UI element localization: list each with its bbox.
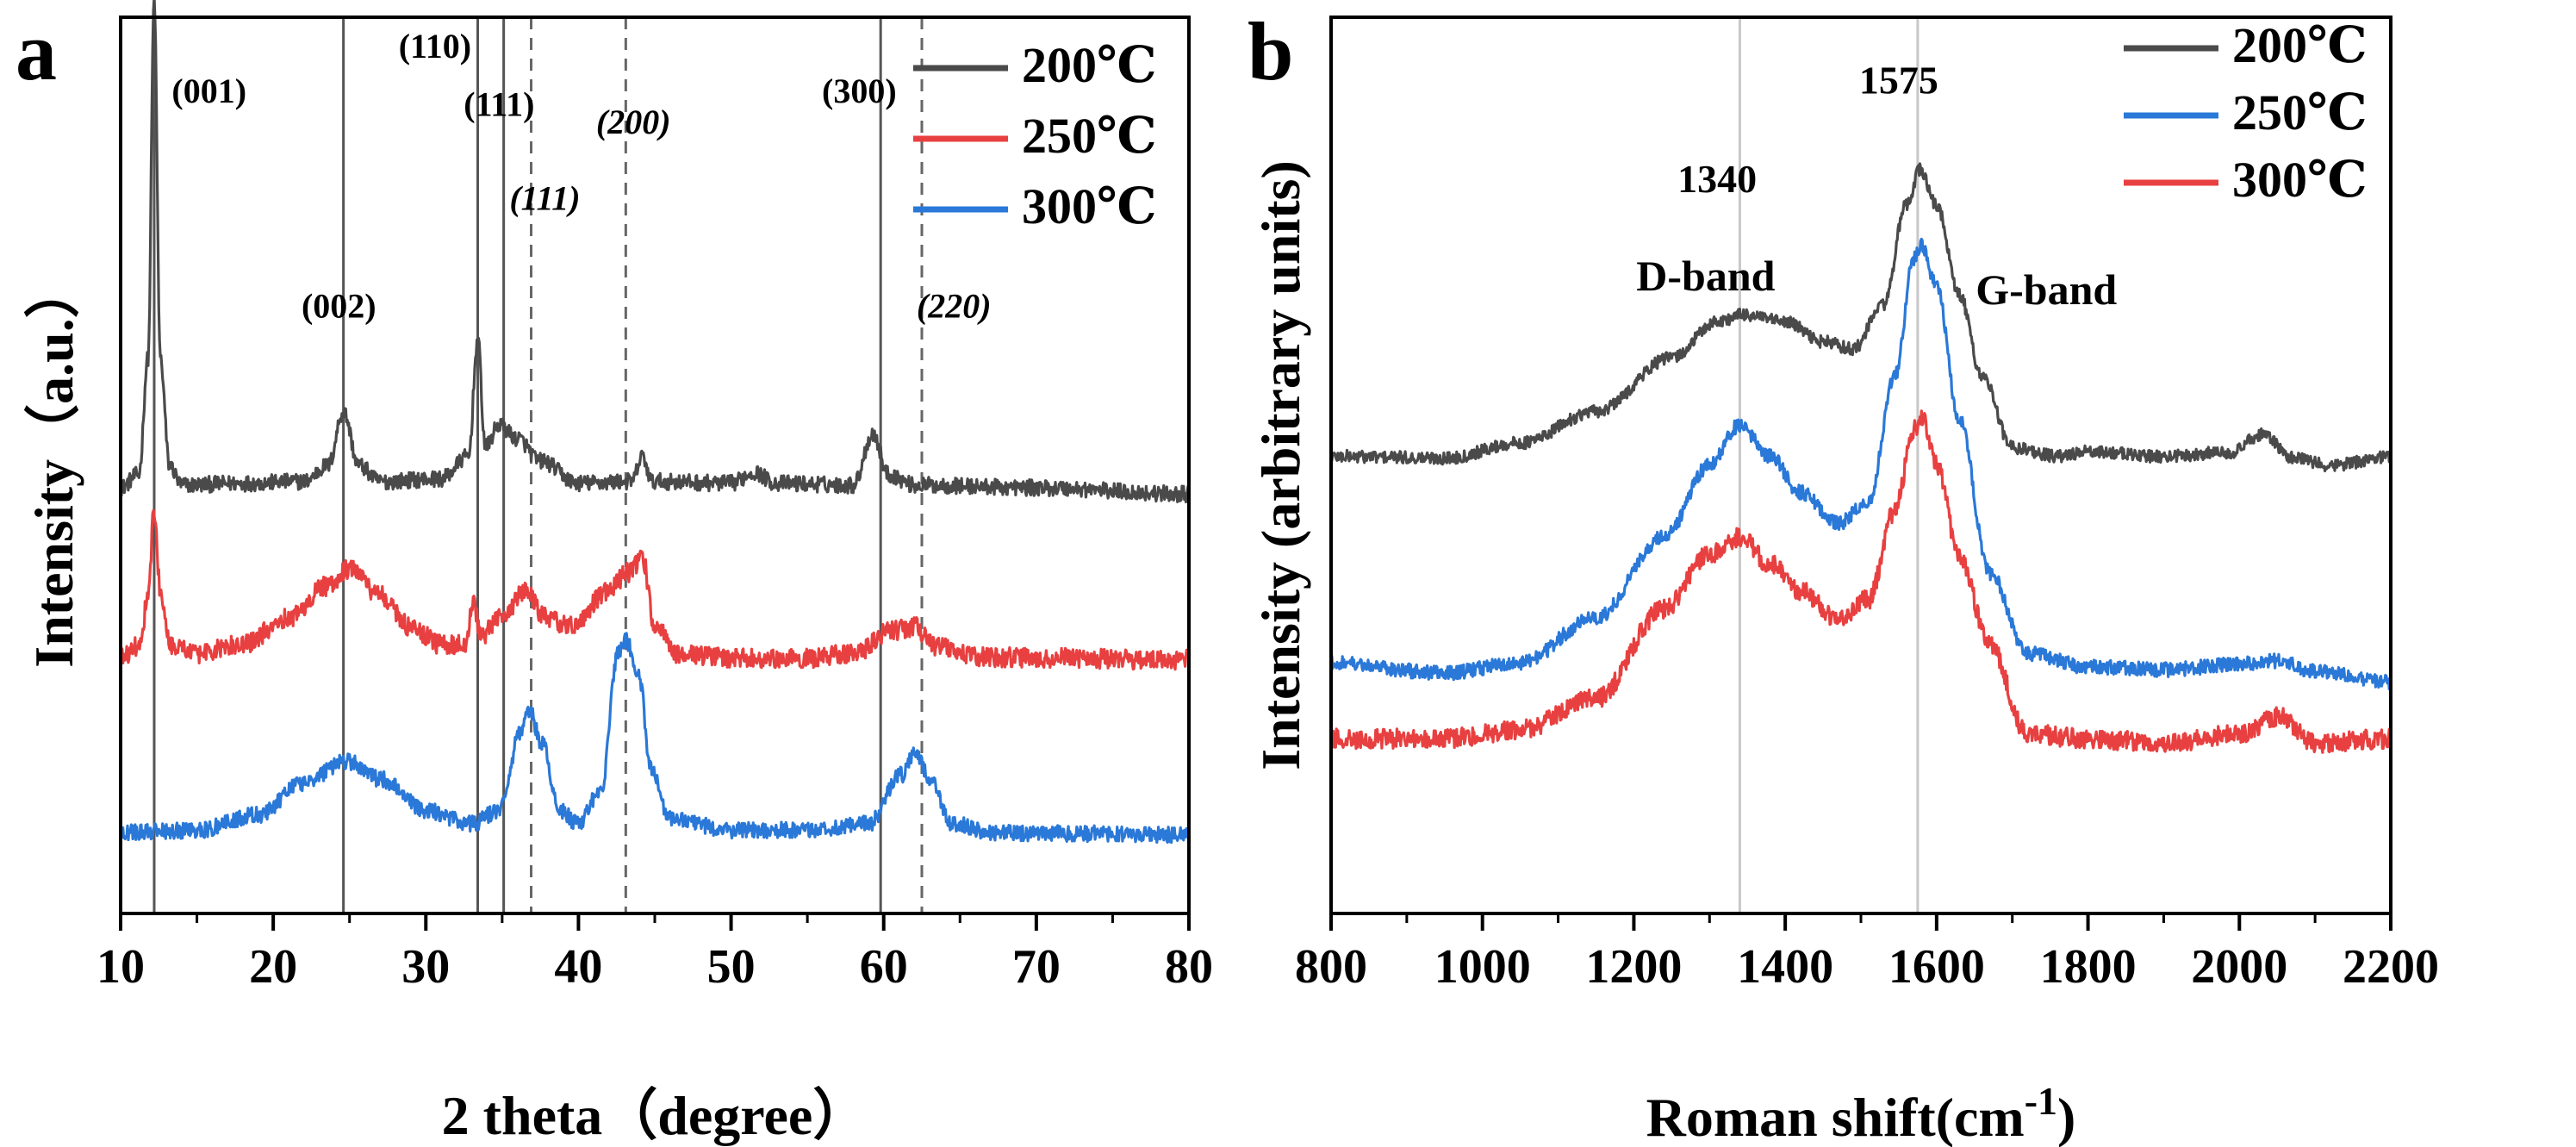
a-peak-label: (001) xyxy=(171,72,246,110)
b-legend: 200℃ 250℃ 300℃ xyxy=(2124,17,2368,208)
a-x-tick-label: 20 xyxy=(249,940,297,994)
a-x-tick-label: 50 xyxy=(707,940,756,994)
a-peak-label: (002) xyxy=(302,286,376,325)
a-x-tick-label: 10 xyxy=(96,940,145,994)
a-peak-label: (300) xyxy=(822,72,897,110)
b-band-label: G-band xyxy=(1976,265,2117,314)
a-peak-label: (111) xyxy=(464,84,534,123)
b-peak-position-label: 1575 xyxy=(1859,58,1938,102)
a-x-tick-label: 30 xyxy=(401,940,450,994)
a-legend-label-0: 200℃ xyxy=(1022,37,1157,93)
a-series-line-0 xyxy=(120,0,1191,504)
b-x-axis-title: Roman shift(cm-1) xyxy=(1646,1079,2076,1147)
b-x-tick-label: 1600 xyxy=(1888,940,1985,994)
b-band-label: D-band xyxy=(1636,252,1775,300)
b-x-tick-label: 1400 xyxy=(1737,940,1833,994)
b-x-tick-label: 2000 xyxy=(2191,940,2287,994)
b-x-axis-title-superscript: -1 xyxy=(2025,1079,2057,1123)
b-x-tick-label: 1800 xyxy=(2040,940,2137,994)
b-x-axis-title-suffix: ) xyxy=(2057,1087,2075,1147)
a-x-tick-label: 60 xyxy=(860,940,908,994)
a-legend-label-2: 300℃ xyxy=(1022,178,1157,234)
a-legend: 200℃ 250℃ 300℃ xyxy=(913,37,1157,234)
a-y-axis-title: Intensity（a.u.） xyxy=(23,263,84,667)
a-peak-label: (110) xyxy=(399,27,471,65)
a-series-line-1 xyxy=(119,508,1191,671)
b-x-tick-label: 800 xyxy=(1295,940,1367,994)
a-peak-annotations: (001) (002) (110) (111) (111) (200) (300) (220) xyxy=(171,27,991,326)
a-x-axis-title: 2 theta（degree） xyxy=(442,1085,868,1146)
b-series-line-1 xyxy=(1329,237,2392,691)
b-series-line-0 xyxy=(1329,162,2392,473)
b-band-annotations: 1340 1575 D-band G-band xyxy=(1636,58,2117,313)
b-peak-position-label: 1340 xyxy=(1677,157,1757,201)
raman-panel: b 800 1000 1200 1400 1600 1800 2000 2200 1340 15… xyxy=(1248,5,2439,1147)
a-legend-label-1: 250℃ xyxy=(1022,108,1157,164)
b-legend-label-1: 250℃ xyxy=(2232,84,2368,140)
panel-a-letter: a xyxy=(16,5,57,97)
b-x-tick-label: 2200 xyxy=(2343,940,2439,994)
b-x-ticks: 800 1000 1200 1400 1600 1800 2000 2200 xyxy=(1295,913,2439,994)
a-x-tick-label: 70 xyxy=(1012,940,1061,994)
a-peak-label: (111) xyxy=(509,179,580,218)
b-series-group xyxy=(1329,162,2392,754)
b-reference-lines xyxy=(1738,17,1920,913)
a-x-tick-label: 80 xyxy=(1165,940,1213,994)
b-series-line-2 xyxy=(1329,409,2392,754)
a-peak-label: (220) xyxy=(917,286,992,325)
a-series-line-2 xyxy=(119,632,1190,845)
b-legend-label-0: 200℃ xyxy=(2232,17,2368,73)
a-reference-lines xyxy=(152,17,924,913)
panel-b-letter: b xyxy=(1248,5,1293,97)
a-x-tick-label: 40 xyxy=(554,940,602,994)
a-x-ticks: 10 20 30 40 50 60 70 80 xyxy=(96,913,1213,994)
b-legend-label-2: 300℃ xyxy=(2232,152,2368,208)
a-series-group xyxy=(119,0,1191,845)
b-x-tick-label: 1000 xyxy=(1434,940,1531,994)
a-peak-label: (200) xyxy=(596,103,671,141)
b-x-tick-label: 1200 xyxy=(1585,940,1682,994)
b-y-axis-title: Intensity (arbitrary units) xyxy=(1250,160,1311,770)
xrd-panel: a 10 20 30 40 50 60 70 80 (001)(002)(110)(111)(… xyxy=(16,0,1213,1146)
